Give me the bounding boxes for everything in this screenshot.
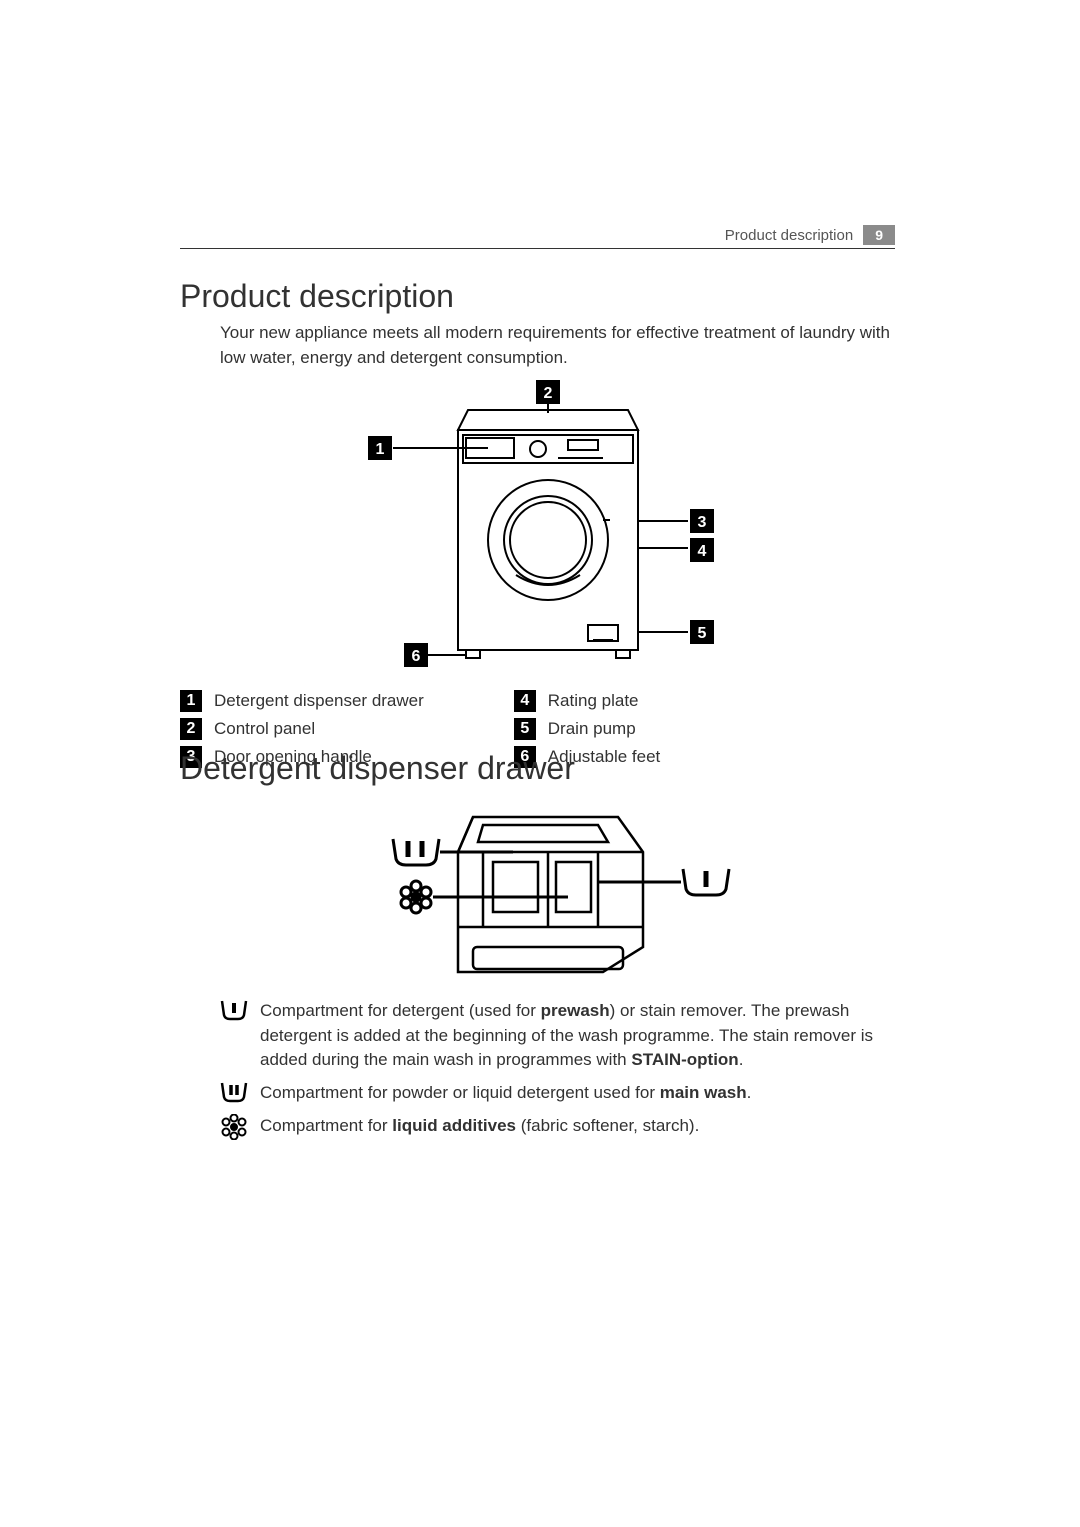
section-title: Detergent dispenser drawer	[180, 750, 895, 787]
section-product-description: Product description Your new appliance m…	[180, 278, 895, 768]
diagram-callout-4: 4	[697, 543, 706, 560]
callout-num: 5	[514, 718, 536, 740]
intro-text: Your new appliance meets all modern requ…	[220, 321, 895, 370]
callout-item: 4 Rating plate	[514, 690, 660, 712]
appliance-diagram: 1 2 3 4 5 6	[180, 380, 895, 680]
diagram-callout-2: 2	[543, 385, 552, 402]
section-title: Product description	[180, 278, 895, 315]
diagram-callout-1: 1	[375, 441, 384, 458]
washing-machine-svg: 1 2 3 4 5 6	[228, 380, 848, 680]
compartment-list: Compartment for detergent (used for prew…	[220, 999, 895, 1140]
running-header: Product description 9	[725, 225, 895, 245]
diagram-callout-6: 6	[411, 648, 420, 665]
callout-label: Drain pump	[548, 719, 636, 739]
diagram-callout-3: 3	[697, 514, 706, 531]
drawer-svg	[298, 797, 778, 987]
page-number: 9	[863, 225, 895, 245]
callout-num: 1	[180, 690, 202, 712]
prewash-icon	[220, 999, 248, 1021]
callout-label: Control panel	[214, 719, 315, 739]
drawer-diagram	[180, 797, 895, 987]
compartment-softener: Compartment for liquid additives (fabric…	[220, 1114, 895, 1140]
callout-item: 2 Control panel	[180, 718, 424, 740]
compartment-text: Compartment for powder or liquid deterge…	[260, 1081, 751, 1106]
callout-label: Rating plate	[548, 691, 639, 711]
running-head-text: Product description	[725, 227, 853, 244]
callout-item: 5 Drain pump	[514, 718, 660, 740]
section-dispenser-drawer: Detergent dispenser drawer	[180, 750, 895, 1140]
compartment-prewash: Compartment for detergent (used for prew…	[220, 999, 895, 1073]
diagram-callout-5: 5	[697, 625, 706, 642]
callout-num: 4	[514, 690, 536, 712]
callout-num: 2	[180, 718, 202, 740]
callout-item: 1 Detergent dispenser drawer	[180, 690, 424, 712]
callout-label: Detergent dispenser drawer	[214, 691, 424, 711]
compartment-mainwash: Compartment for powder or liquid deterge…	[220, 1081, 895, 1106]
compartment-text: Compartment for detergent (used for prew…	[260, 999, 895, 1073]
compartment-text: Compartment for liquid additives (fabric…	[260, 1114, 699, 1139]
mainwash-icon	[220, 1081, 248, 1103]
header-rule	[180, 248, 895, 249]
flower-icon	[220, 1114, 248, 1140]
